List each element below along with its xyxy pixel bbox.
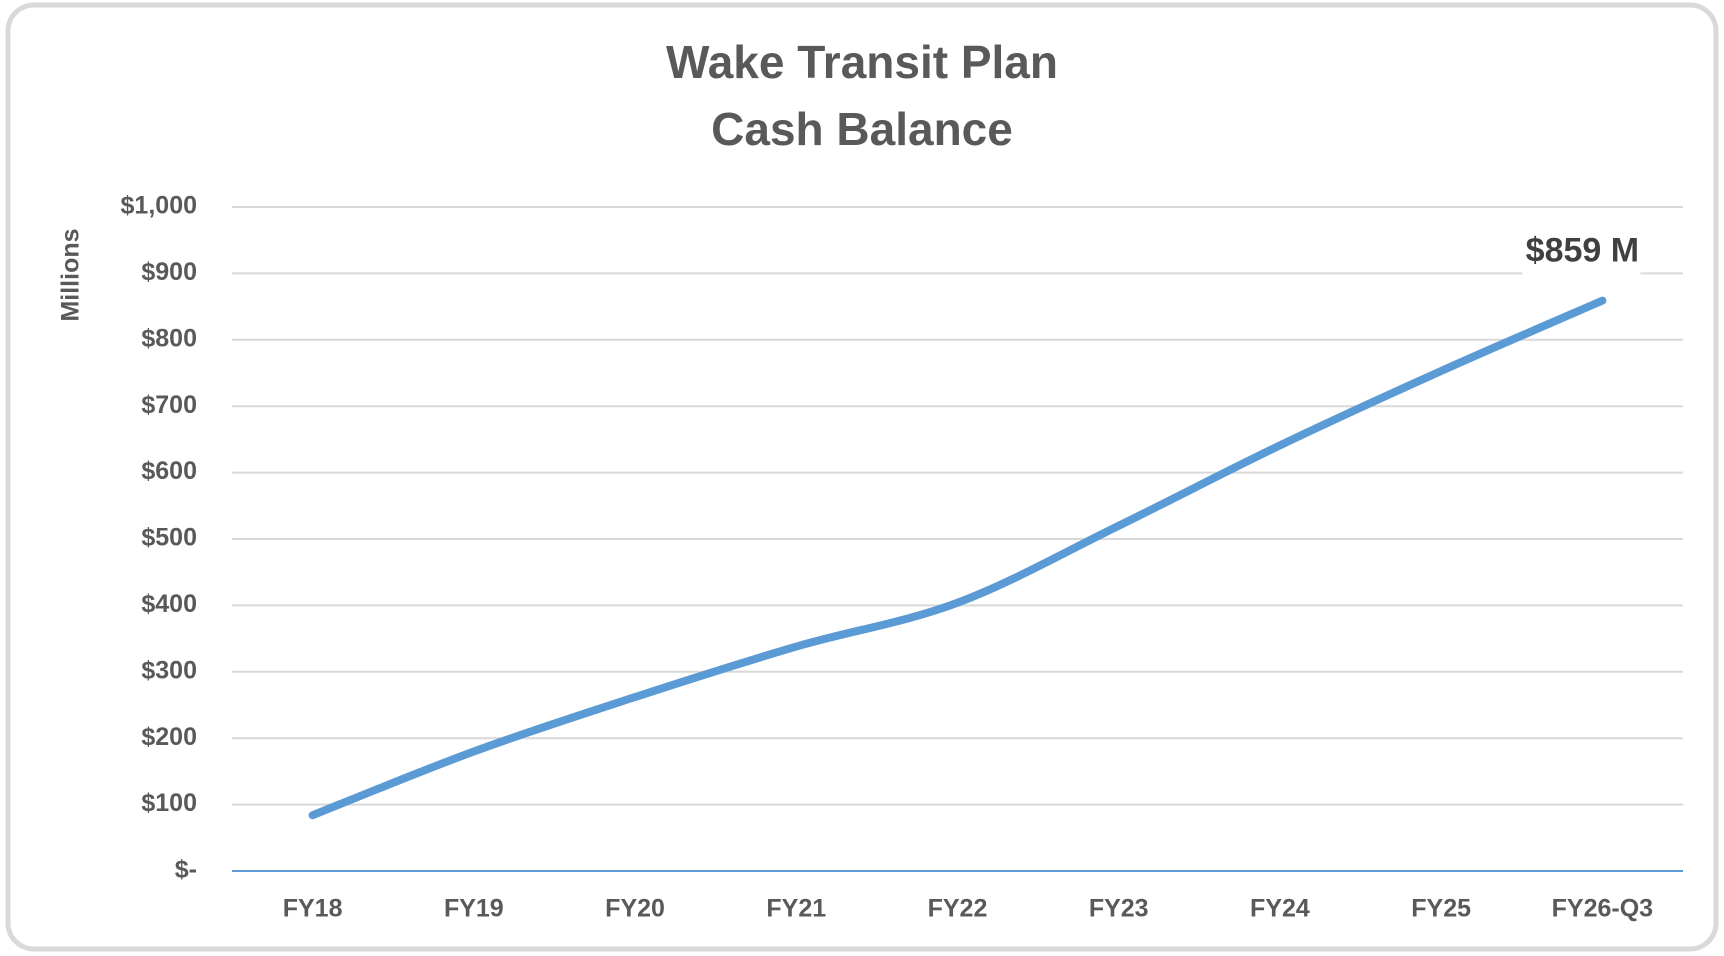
x-tick-label: FY26-Q3 xyxy=(1552,895,1653,923)
y-tick-label: $500 xyxy=(141,524,197,552)
x-tick-label: FY24 xyxy=(1250,895,1310,923)
x-tick-label: FY22 xyxy=(928,895,988,923)
y-tick-label: $700 xyxy=(141,391,197,419)
y-axis-label: Millions xyxy=(57,228,85,321)
y-tick-label: $300 xyxy=(141,656,197,684)
y-tick-label: $1,000 xyxy=(121,192,197,220)
y-tick-label: $900 xyxy=(141,258,197,286)
x-tick-label: FY21 xyxy=(766,895,826,923)
y-tick-label: $- xyxy=(175,856,197,884)
x-tick-label: FY19 xyxy=(444,895,504,923)
x-tick-label: FY25 xyxy=(1411,895,1471,923)
chart-border xyxy=(5,2,1719,952)
chart-title: Wake Transit Plan xyxy=(666,36,1058,88)
y-tick-label: $800 xyxy=(141,324,197,352)
label-background xyxy=(1522,228,1641,275)
y-tick-label: $200 xyxy=(141,723,197,751)
y-tick-label: $100 xyxy=(141,789,197,817)
data-label: $859 M xyxy=(1526,232,1639,270)
y-tick-label: $600 xyxy=(141,457,197,485)
data-line xyxy=(308,296,1607,820)
x-tick-label: FY23 xyxy=(1089,895,1149,923)
chart-title: Cash Balance xyxy=(711,103,1013,155)
x-tick-label: FY18 xyxy=(283,895,343,923)
x-tick-label: FY20 xyxy=(605,895,665,923)
y-tick-label: $400 xyxy=(141,590,197,618)
